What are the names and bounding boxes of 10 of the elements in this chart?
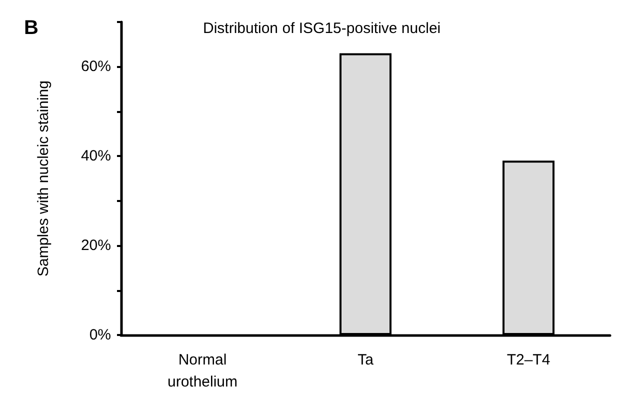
y-tick-label: 60% [80, 58, 111, 76]
y-tick-label: 40% [80, 148, 111, 165]
y-tick-label: 20% [80, 237, 111, 254]
x-tick-label: Ta [358, 352, 374, 368]
text: B [24, 17, 38, 39]
chart-title: Distribution of ISG15-positive nuclei [203, 20, 441, 37]
x-tick-label: T2–T4 [506, 352, 550, 368]
y-axis-title: Samples with nucleic staining [35, 80, 52, 276]
x-tick-label: Normal urothelium [167, 352, 238, 390]
y-tick-label: 0% [89, 326, 111, 344]
